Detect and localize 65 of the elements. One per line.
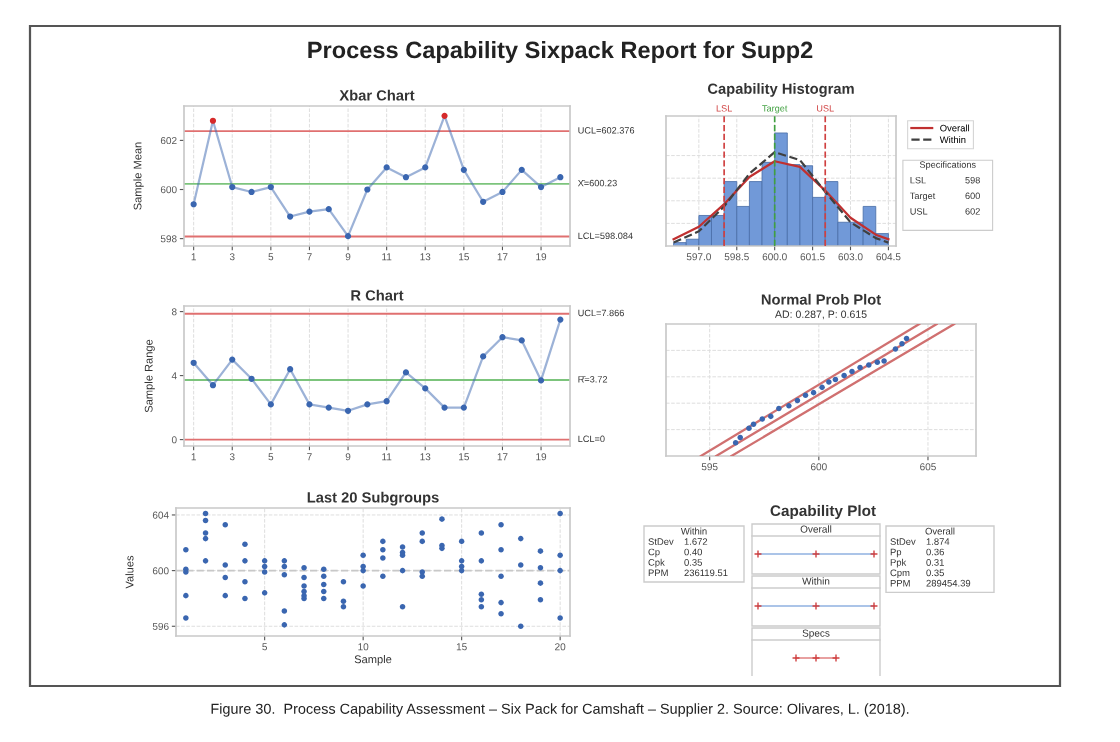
- point: [383, 164, 390, 171]
- point: [344, 233, 352, 240]
- point: [832, 376, 839, 383]
- point: [499, 188, 506, 196]
- point: [841, 372, 847, 379]
- point: [364, 186, 371, 193]
- point: [267, 401, 274, 408]
- point: [402, 369, 410, 376]
- point: [460, 404, 467, 411]
- point: [849, 368, 855, 375]
- point: [518, 166, 525, 173]
- point: [287, 213, 294, 220]
- point: [819, 384, 825, 391]
- point: [190, 201, 197, 208]
- point: [557, 316, 564, 323]
- point: [750, 421, 757, 428]
- point: [422, 164, 429, 171]
- point: [746, 425, 752, 432]
- point: [866, 362, 872, 368]
- point: [732, 440, 739, 446]
- point: [209, 117, 217, 124]
- point: [209, 382, 217, 389]
- point: [857, 364, 863, 371]
- point: [537, 183, 545, 191]
- point: [480, 353, 487, 360]
- point: [344, 407, 352, 414]
- point: [364, 401, 371, 408]
- point: [287, 366, 294, 373]
- point: [383, 398, 390, 405]
- line-series: [190, 112, 564, 240]
- point: [480, 198, 487, 205]
- point: [499, 334, 506, 341]
- point: [537, 377, 545, 384]
- point: [248, 188, 255, 196]
- point: [422, 385, 429, 392]
- line-series: [190, 316, 564, 414]
- text: Process Capability Sixpack Report for Supp2: [308, 41, 813, 64]
- point: [306, 208, 313, 215]
- point: [737, 434, 743, 441]
- point: [810, 389, 817, 396]
- point: [325, 206, 332, 213]
- point: [518, 337, 525, 344]
- point: [557, 174, 564, 181]
- point: [892, 346, 899, 352]
- point: [794, 397, 801, 404]
- point: [229, 356, 236, 363]
- point: [441, 404, 448, 411]
- point: [229, 183, 236, 191]
- point: [768, 413, 774, 420]
- point: [306, 401, 313, 408]
- point: [460, 166, 467, 173]
- point: [881, 358, 887, 364]
- point: [759, 416, 766, 422]
- point: [402, 174, 410, 181]
- point: [776, 405, 782, 412]
- point: [190, 359, 197, 366]
- point: [899, 341, 905, 347]
- point: [267, 183, 274, 191]
- point: [802, 392, 809, 399]
- point: [248, 375, 255, 382]
- point: [874, 359, 881, 366]
- point: [826, 379, 832, 385]
- point: [325, 404, 332, 411]
- point: [786, 403, 792, 409]
- point: [441, 112, 448, 119]
